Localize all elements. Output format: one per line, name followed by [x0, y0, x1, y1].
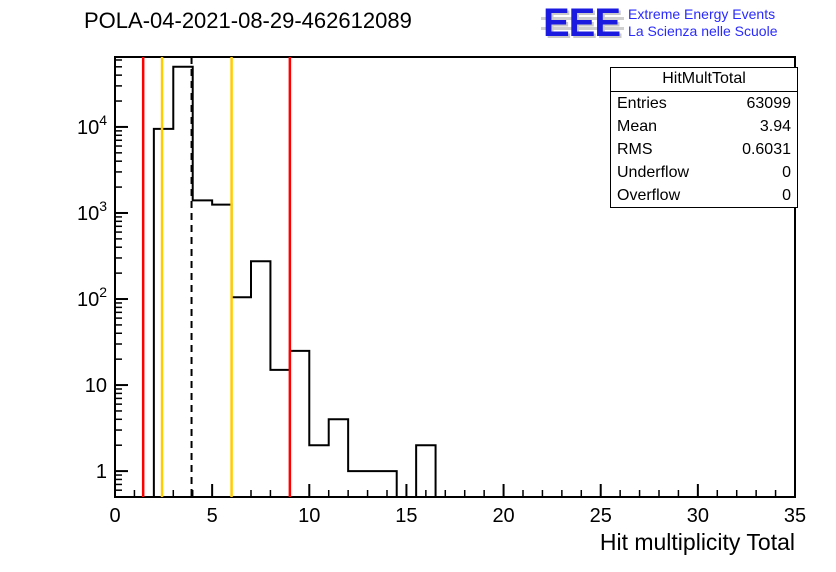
eee-logo-stripe-icon: [541, 17, 625, 20]
stats-row: RMS 0.6031: [611, 138, 797, 161]
eee-logo-taglines: Extreme Energy Events La Scienza nelle S…: [628, 2, 777, 40]
stats-row-value: 0: [782, 187, 791, 204]
stats-row-label: RMS: [617, 141, 653, 158]
eee-logo: EEE Extreme Energy Events La Scienza nel…: [541, 1, 777, 45]
marker-lines: [141, 57, 292, 497]
x-tick-label: 0: [109, 505, 120, 527]
stats-row: Entries 63099: [611, 92, 797, 115]
stats-row-value: 0: [782, 164, 791, 181]
plot-title: POLA-04-2021-08-29-462612089: [84, 8, 412, 33]
x-axis-title: Hit multiplicity Total: [599, 529, 795, 555]
stats-row-value: 3.94: [759, 118, 791, 135]
plot-frame: [114, 56, 796, 498]
stats-row-value: 63099: [746, 95, 792, 112]
x-tick-label: 5: [207, 505, 218, 527]
x-tick-label: 30: [687, 505, 709, 527]
stats-row-label: Mean: [617, 118, 658, 135]
x-tick-label: 35: [784, 505, 806, 527]
stats-row: Underflow 0: [611, 161, 797, 184]
histogram-line: [152, 65, 437, 498]
y-tick-label: 103: [77, 198, 107, 225]
stats-box: HitMultTotal Entries 63099 Mean 3.94 RMS 0.60…: [610, 67, 798, 208]
x-tick-label: 25: [590, 505, 612, 527]
eee-logo-tagline-2: La Scienza nelle Scuole: [628, 23, 778, 39]
y-tick-label: 104: [77, 112, 107, 139]
stats-row-label: Entries: [617, 95, 667, 112]
stats-row-label: Overflow: [617, 187, 681, 204]
y-tick-label: 1: [96, 461, 107, 483]
y-tick-label: 102: [77, 284, 107, 311]
x-tick-label: 10: [298, 505, 320, 527]
x-tick-label: 20: [492, 505, 514, 527]
y-tick-label: 10: [85, 375, 107, 397]
eee-logo-letters: EEE: [541, 1, 625, 45]
stats-row-label: Underflow: [617, 164, 690, 181]
stats-rows: Entries 63099 Mean 3.94 RMS 0.6031 Underflow 0 O…: [611, 92, 797, 207]
eee-logo-text: EEE: [543, 1, 621, 45]
stats-row: Overflow 0: [611, 184, 797, 207]
stats-title: HitMultTotal: [611, 68, 797, 92]
x-tick-label: 15: [395, 505, 417, 527]
stats-row: Mean 3.94: [611, 115, 797, 138]
eee-logo-tagline-1: Extreme Energy Events: [628, 6, 776, 22]
eee-logo-stripe-icon: [541, 27, 625, 30]
stats-row-value: 0.6031: [742, 141, 791, 158]
